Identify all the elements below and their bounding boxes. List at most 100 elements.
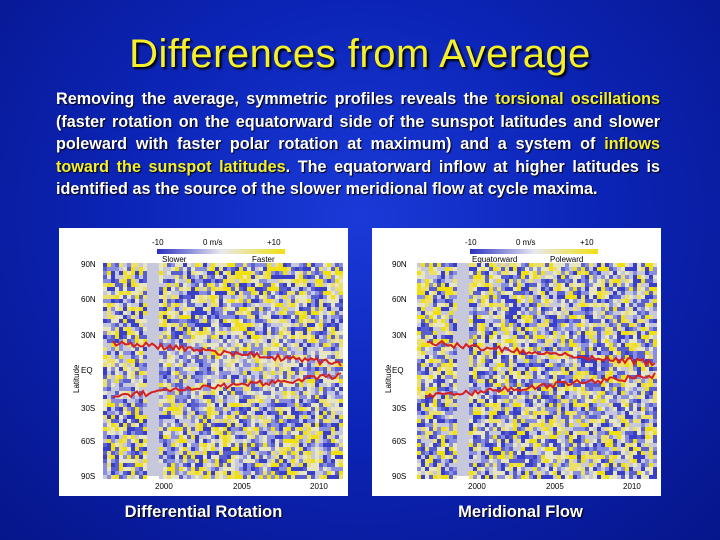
- heatmap-cell: [613, 327, 617, 331]
- heatmap-cell: [529, 327, 533, 331]
- heatmap-cell: [429, 307, 433, 311]
- heatmap-cell: [311, 447, 315, 451]
- heatmap-cell: [319, 411, 323, 415]
- heatmap-cell: [629, 391, 633, 395]
- heatmap-cell: [211, 403, 215, 407]
- heatmap-cell: [227, 475, 231, 479]
- heatmap-cell: [123, 455, 127, 459]
- heatmap-cell: [323, 463, 327, 467]
- heatmap-cell: [421, 379, 425, 383]
- heatmap-cell: [303, 407, 307, 411]
- heatmap-cell: [219, 395, 223, 399]
- heatmap-cell: [199, 335, 203, 339]
- heatmap-cell: [617, 371, 621, 375]
- heatmap-cell: [307, 395, 311, 399]
- heatmap-cell: [585, 311, 589, 315]
- heatmap-cell: [107, 471, 111, 475]
- heatmap-cell: [331, 415, 335, 419]
- heatmap-cell: [231, 431, 235, 435]
- heatmap-cell: [167, 367, 171, 371]
- meridional-flow-plot: -10 0 m/s +10 Equatorward Poleward 90N 6…: [372, 228, 661, 496]
- heatmap-cell: [573, 371, 577, 375]
- heatmap-cell: [283, 411, 287, 415]
- heatmap-cell: [163, 359, 167, 363]
- heatmap-cell: [163, 399, 167, 403]
- heatmap-cell: [433, 315, 437, 319]
- heatmap-cell: [521, 327, 525, 331]
- heatmap-cell: [207, 303, 211, 307]
- heatmap-cell: [179, 475, 183, 479]
- heatmap-cell: [489, 335, 493, 339]
- heatmap-cell: [513, 383, 517, 387]
- heatmap-cell: [159, 467, 163, 471]
- heatmap-cell: [311, 411, 315, 415]
- body-text-part3: . The equatorward inflow at higher latit…: [56, 157, 660, 199]
- heatmap-cell: [509, 311, 513, 315]
- heatmap-cell: [569, 287, 573, 291]
- heatmap-cell: [473, 359, 477, 363]
- heatmap-cell: [621, 387, 625, 391]
- heatmap-cell: [223, 311, 227, 315]
- heatmap-cell: [477, 287, 481, 291]
- heatmap-cell: [203, 439, 207, 443]
- heatmap-cell: [191, 459, 195, 463]
- heatmap-cell: [251, 435, 255, 439]
- heatmap-cell: [417, 375, 421, 379]
- heatmap-cell: [235, 271, 239, 275]
- heatmap-cell: [123, 339, 127, 343]
- heatmap-cell: [187, 303, 191, 307]
- heatmap-cell: [469, 351, 473, 355]
- heatmap-cell: [279, 367, 283, 371]
- heatmap-cell: [191, 323, 195, 327]
- heatmap-cell: [489, 307, 493, 311]
- heatmap-cell: [517, 367, 521, 371]
- heatmap-cell: [339, 407, 343, 411]
- heatmap-cell: [633, 295, 637, 299]
- heatmap-cell: [331, 431, 335, 435]
- heatmap-cell: [139, 367, 143, 371]
- heatmap-cell: [327, 395, 331, 399]
- heatmap-cell: [521, 275, 525, 279]
- heatmap-cell: [183, 303, 187, 307]
- heatmap-cell: [653, 335, 657, 339]
- heatmap-cell: [645, 299, 649, 303]
- heatmap-cell: [477, 307, 481, 311]
- heatmap-cell: [569, 291, 573, 295]
- heatmap-cell: [537, 367, 541, 371]
- heatmap-cell: [267, 439, 271, 443]
- heatmap-cell: [449, 359, 453, 363]
- heatmap-cell: [207, 391, 211, 395]
- heatmap-cell: [553, 371, 557, 375]
- heatmap-cell: [215, 283, 219, 287]
- heatmap-cell: [577, 371, 581, 375]
- slide-body-text: Removing the average, symmetric profiles…: [56, 88, 660, 201]
- heatmap-cell: [107, 427, 111, 431]
- heatmap-cell: [561, 367, 565, 371]
- heatmap-cell: [429, 339, 433, 343]
- heatmap-cell: [649, 323, 653, 327]
- heatmap-cell: [303, 467, 307, 471]
- heatmap-cell: [259, 291, 263, 295]
- heatmap-cell: [291, 399, 295, 403]
- heatmap-cell: [159, 459, 163, 463]
- heatmap-cell: [549, 335, 553, 339]
- heatmap-cell: [287, 391, 291, 395]
- heatmap-cell: [609, 291, 613, 295]
- heatmap-cell: [573, 319, 577, 323]
- heatmap-cell: [259, 463, 263, 467]
- heatmap-cell: [295, 283, 299, 287]
- heatmap-cell: [291, 311, 295, 315]
- heatmap-cell: [283, 287, 287, 291]
- heatmap-cell: [589, 339, 593, 343]
- heatmap-cell: [437, 271, 441, 275]
- heatmap-cell: [183, 427, 187, 431]
- heatmap-cell: [111, 455, 115, 459]
- heatmap-cell: [541, 335, 545, 339]
- heatmap-cell: [103, 431, 107, 435]
- heatmap-cell: [131, 411, 135, 415]
- heatmap-cell: [561, 339, 565, 343]
- heatmap-cell: [247, 347, 251, 351]
- heatmap-cell: [171, 291, 175, 295]
- heatmap-cell: [497, 283, 501, 287]
- heatmap-cell: [247, 455, 251, 459]
